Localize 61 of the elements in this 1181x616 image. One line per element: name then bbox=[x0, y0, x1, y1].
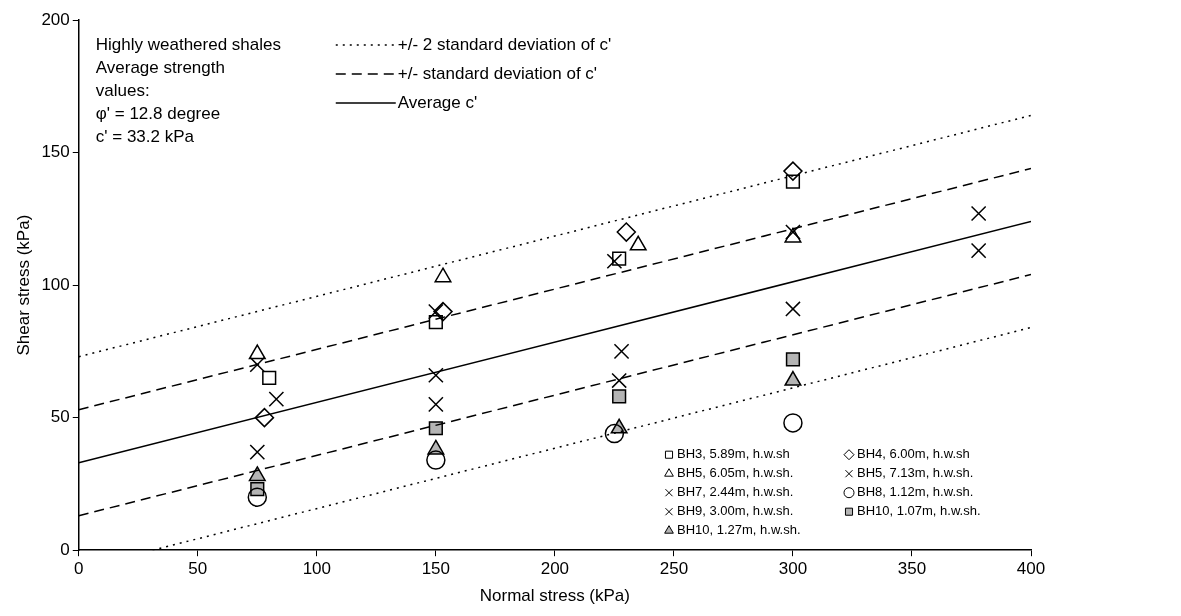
x-axis-title: Normal stress (kPa) bbox=[479, 586, 630, 606]
legend-label: BH10, 1.07m, h.w.sh. bbox=[857, 503, 981, 519]
point bbox=[783, 161, 803, 181]
point bbox=[428, 315, 443, 330]
annotation: Highly weathered shales bbox=[95, 34, 281, 54]
y-tick-label: 150 bbox=[41, 142, 70, 162]
legend-label: +/- standard deviation of c' bbox=[397, 63, 598, 83]
point bbox=[249, 356, 266, 373]
point bbox=[428, 303, 444, 320]
x-tick-label: 300 bbox=[778, 559, 808, 579]
legend-label: Average c' bbox=[397, 92, 478, 112]
point bbox=[970, 205, 987, 222]
point bbox=[249, 444, 266, 460]
point bbox=[428, 421, 443, 436]
point bbox=[248, 466, 266, 482]
point bbox=[783, 413, 803, 433]
legend-label: BH3, 5.89m, h.w.sh bbox=[677, 446, 790, 462]
x-tick-label: 250 bbox=[659, 559, 689, 579]
point bbox=[606, 253, 623, 270]
y-tick-label: 100 bbox=[41, 274, 70, 294]
point bbox=[254, 407, 275, 428]
y-tick-label: 200 bbox=[41, 9, 70, 29]
x-tick-label: 150 bbox=[421, 559, 451, 579]
point bbox=[612, 389, 627, 404]
y-tick-label: 50 bbox=[50, 407, 70, 427]
x-tick-label: 400 bbox=[1016, 559, 1046, 579]
point bbox=[604, 423, 625, 444]
y-tick-label: 0 bbox=[60, 539, 70, 559]
legend-label: BH4, 6.00m, h.w.sh bbox=[857, 446, 970, 462]
point bbox=[970, 242, 987, 259]
point bbox=[426, 450, 446, 470]
annotation: Average strength values: bbox=[95, 57, 225, 100]
legend-label: BH9, 3.00m, h.w.sh. bbox=[677, 503, 794, 519]
legend-label: BH8, 1.12m, h.w.sh. bbox=[857, 484, 974, 500]
x-tick-label: 100 bbox=[302, 559, 332, 579]
x-tick-label: 200 bbox=[540, 559, 570, 579]
point bbox=[612, 251, 627, 266]
x-tick-label: 0 bbox=[74, 559, 84, 579]
legend-label: BH7, 2.44m, h.w.sh. bbox=[677, 484, 794, 500]
legend-label: BH10, 1.27m, h.w.sh. bbox=[677, 522, 801, 538]
x-tick-label: 350 bbox=[897, 559, 927, 579]
point bbox=[248, 344, 266, 360]
point bbox=[433, 301, 453, 322]
point bbox=[268, 391, 285, 407]
legend-label: BH5, 7.13m, h.w.sh. bbox=[857, 465, 974, 481]
point bbox=[785, 301, 801, 317]
point bbox=[611, 372, 627, 389]
point bbox=[613, 343, 630, 360]
point bbox=[785, 352, 801, 367]
legend-label: BH5, 6.05m, h.w.sh. bbox=[677, 465, 794, 481]
legend-label: +/- 2 standard deviation of c' bbox=[397, 34, 612, 54]
point bbox=[428, 367, 444, 384]
y-axis-title: Shear stress (kPa) bbox=[13, 214, 33, 356]
annotation: φ' = 12.8 degree bbox=[95, 103, 221, 123]
point bbox=[785, 174, 801, 189]
point bbox=[262, 370, 277, 385]
point bbox=[616, 222, 637, 242]
point bbox=[428, 396, 444, 413]
x-tick-label: 50 bbox=[188, 559, 208, 579]
point bbox=[247, 487, 268, 507]
annotation: c' = 33.2 kPa bbox=[95, 126, 195, 146]
